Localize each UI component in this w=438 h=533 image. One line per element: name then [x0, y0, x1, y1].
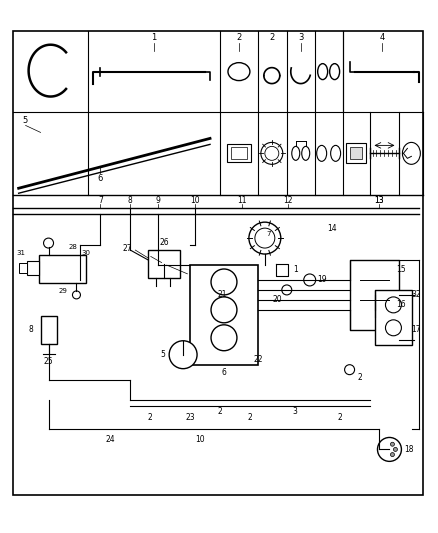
Text: 3: 3 [298, 33, 304, 42]
Text: 22: 22 [253, 355, 263, 364]
Circle shape [345, 365, 355, 375]
Text: 17: 17 [412, 325, 421, 334]
Text: 12: 12 [283, 196, 293, 205]
Circle shape [385, 297, 401, 313]
Text: 28: 28 [68, 244, 77, 250]
Text: 13: 13 [374, 196, 384, 205]
Circle shape [249, 222, 281, 254]
Text: 1: 1 [293, 265, 298, 274]
Bar [350, 260, 399, 330]
Text: 9: 9 [156, 196, 161, 205]
Text: 2: 2 [337, 413, 342, 422]
Text: 2: 2 [269, 33, 275, 42]
Text: 16: 16 [396, 301, 406, 309]
Circle shape [390, 442, 395, 446]
Bar [13, 31, 424, 495]
Circle shape [378, 438, 401, 462]
Text: 25: 25 [44, 357, 53, 366]
Text: 18: 18 [405, 445, 414, 454]
Circle shape [304, 274, 316, 286]
Circle shape [169, 341, 197, 369]
Circle shape [265, 147, 279, 160]
Circle shape [72, 291, 81, 299]
Text: 32: 32 [412, 290, 421, 300]
Text: 20: 20 [272, 295, 282, 304]
Bar [346, 143, 366, 163]
Text: 24: 24 [106, 435, 115, 444]
Text: 11: 11 [237, 196, 247, 205]
Text: 2: 2 [237, 33, 242, 42]
Circle shape [385, 320, 401, 336]
Bar [374, 290, 413, 345]
Text: 31: 31 [16, 250, 25, 256]
Text: 26: 26 [159, 238, 169, 247]
Bar [19, 263, 27, 273]
Text: 2: 2 [247, 413, 252, 422]
Circle shape [255, 228, 275, 248]
Text: 5: 5 [23, 116, 28, 125]
Circle shape [282, 285, 292, 295]
Text: 1: 1 [152, 33, 157, 42]
Bar [227, 144, 251, 163]
Text: 15: 15 [396, 265, 406, 274]
Bar [39, 255, 86, 283]
Text: 7: 7 [267, 231, 271, 237]
Text: 8: 8 [28, 325, 33, 334]
Text: 2: 2 [148, 413, 152, 422]
Bar [41, 316, 57, 344]
Text: 21: 21 [217, 290, 227, 300]
Bar [190, 265, 258, 365]
Text: 3: 3 [292, 407, 297, 416]
Bar [27, 261, 39, 275]
Text: 29: 29 [58, 288, 67, 294]
Text: 19: 19 [317, 276, 326, 285]
Text: 30: 30 [82, 250, 91, 256]
Bar [350, 148, 361, 159]
Text: 4: 4 [380, 33, 385, 42]
Text: 27: 27 [123, 244, 132, 253]
Circle shape [390, 453, 395, 457]
Circle shape [211, 269, 237, 295]
Text: 6: 6 [98, 174, 103, 183]
Bar [231, 148, 247, 159]
Text: 7: 7 [98, 196, 103, 205]
Circle shape [211, 325, 237, 351]
Text: 23: 23 [185, 413, 195, 422]
Circle shape [43, 238, 53, 248]
Text: 5: 5 [161, 350, 166, 359]
Circle shape [261, 142, 283, 164]
Text: 14: 14 [327, 224, 336, 232]
Text: 2: 2 [357, 373, 362, 382]
Text: 10: 10 [190, 196, 200, 205]
Circle shape [211, 297, 237, 323]
Text: 8: 8 [128, 196, 133, 205]
Text: 13: 13 [374, 196, 384, 205]
Circle shape [393, 447, 397, 451]
Bar [148, 250, 180, 278]
Text: 6: 6 [222, 368, 226, 377]
Text: 2: 2 [218, 407, 223, 416]
Text: 10: 10 [195, 435, 205, 444]
